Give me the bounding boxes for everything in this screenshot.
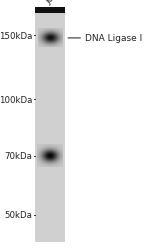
Bar	[34, 8, 64, 14]
Text: 150kDa: 150kDa	[0, 32, 32, 41]
Text: 50kDa: 50kDa	[4, 210, 32, 220]
Text: DNA Ligase I: DNA Ligase I	[85, 34, 142, 43]
Text: 100kDa: 100kDa	[0, 96, 32, 104]
Text: Jurkat: Jurkat	[44, 0, 69, 6]
Bar	[34, 8, 64, 242]
Text: 70kDa: 70kDa	[4, 152, 32, 161]
